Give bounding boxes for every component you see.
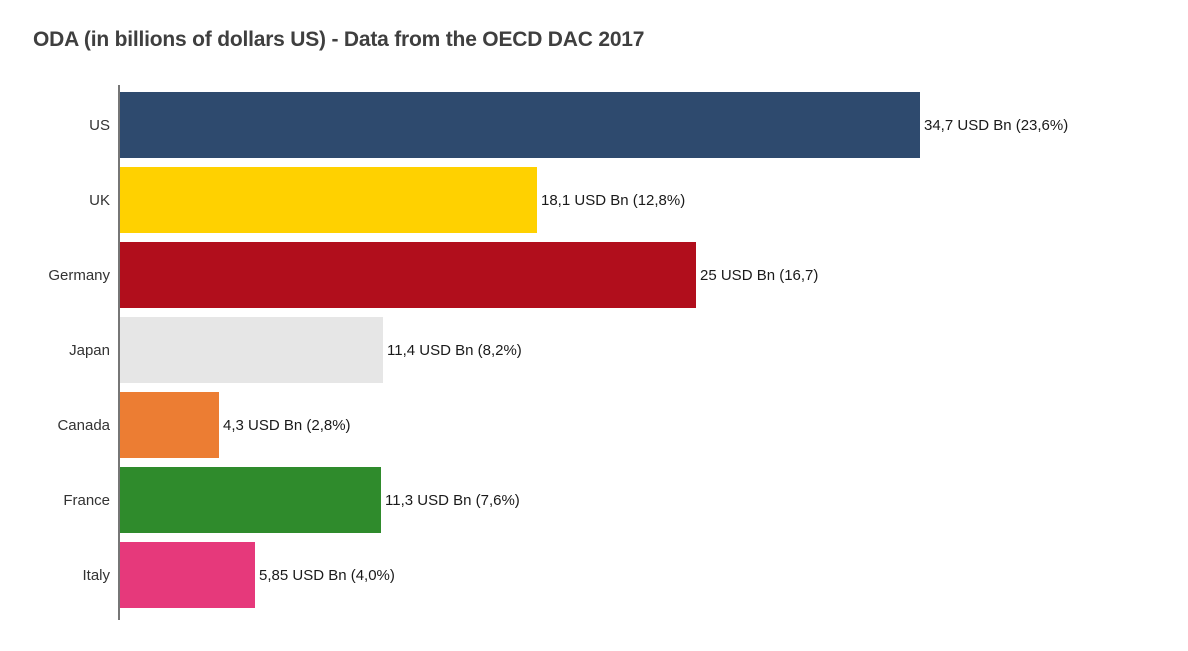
bar-italy [120, 542, 255, 608]
bar-row-canada: Canada 4,3 USD Bn (2,8%) [0, 392, 1188, 458]
bar-rows: US 34,7 USD Bn (23,6%) UK 18,1 USD Bn (12,8… [0, 85, 1188, 608]
category-label-uk: UK [89, 191, 110, 209]
bar-canada [120, 392, 219, 458]
category-label-japan: Japan [69, 341, 110, 359]
y-axis-line [118, 85, 120, 620]
bar-france [120, 467, 381, 533]
bar-chart-plot: US 34,7 USD Bn (23,6%) UK 18,1 USD Bn (12,8… [0, 85, 1188, 620]
bar-row-japan: Japan 11,4 USD Bn (8,2%) [0, 317, 1188, 383]
category-label-germany: Germany [48, 266, 110, 284]
value-label-italy: 5,85 USD Bn (4,0%) [259, 566, 395, 584]
bar-row-uk: UK 18,1 USD Bn (12,8%) [0, 167, 1188, 233]
bar-row-france: France 11,3 USD Bn (7,6%) [0, 467, 1188, 533]
value-label-germany: 25 USD Bn (16,7) [700, 266, 819, 284]
bar-japan [120, 317, 383, 383]
bar-germany [120, 242, 696, 308]
chart-title: ODA (in billions of dollars US) - Data f… [33, 28, 645, 51]
category-label-france: France [63, 491, 110, 509]
category-label-us: US [89, 116, 110, 134]
value-label-uk: 18,1 USD Bn (12,8%) [541, 191, 686, 209]
bar-row-us: US 34,7 USD Bn (23,6%) [0, 92, 1188, 158]
value-label-france: 11,3 USD Bn (7,6%) [385, 491, 520, 509]
bar-row-italy: Italy 5,85 USD Bn (4,0%) [0, 542, 1188, 608]
bar-row-germany: Germany 25 USD Bn (16,7) [0, 242, 1188, 308]
value-label-us: 34,7 USD Bn (23,6%) [924, 116, 1069, 134]
value-label-japan: 11,4 USD Bn (8,2%) [387, 341, 522, 359]
category-label-italy: Italy [82, 566, 110, 584]
category-label-canada: Canada [57, 416, 110, 434]
value-label-canada: 4,3 USD Bn (2,8%) [223, 416, 351, 434]
bar-us [120, 92, 920, 158]
bar-uk [120, 167, 537, 233]
